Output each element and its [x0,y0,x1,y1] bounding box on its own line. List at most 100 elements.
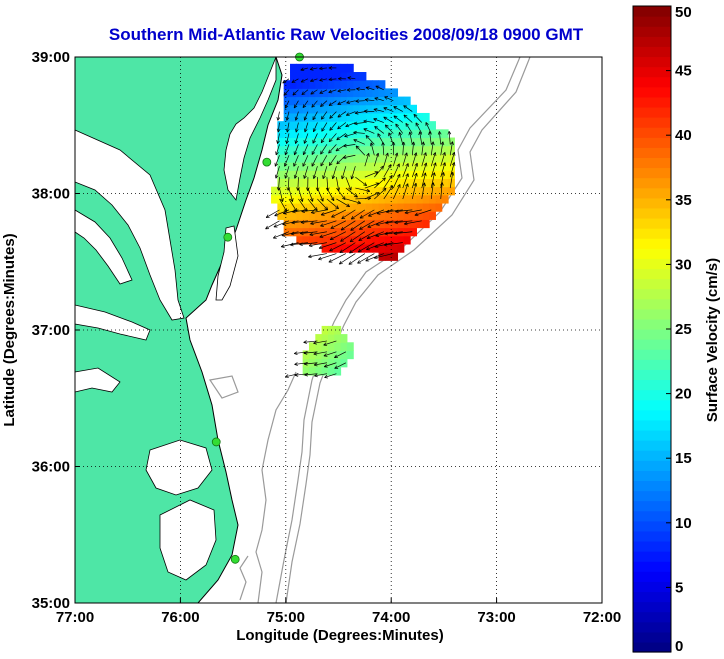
vector-arrowhead [382,177,386,182]
velocity-cell [346,72,354,81]
velocity-cell [378,153,386,163]
vector-arrowhead [437,131,442,135]
velocity-vector [332,166,337,179]
velocity-cell [321,235,329,245]
velocity-vector [346,100,356,104]
velocity-cell [334,153,342,163]
velocity-cell [346,104,354,114]
vector-arrowhead [284,104,289,109]
velocity-cell [403,186,411,196]
velocity-cell [283,112,291,122]
velocity-cell [277,178,285,188]
vector-arrowhead [323,364,328,368]
velocity-cell [353,72,361,81]
vector-arrowhead [328,102,333,107]
vector-arrowhead [366,188,371,193]
velocity-cell [416,162,424,171]
station-markers [211,52,304,564]
velocity-vector [349,242,366,254]
vector-arrowhead [342,155,347,160]
velocity-cell [340,104,348,114]
velocity-vector [364,99,375,102]
colorbar-tick-label: 0 [675,638,683,655]
velocity-vector [419,131,423,145]
velocity-vector [318,242,337,249]
velocity-cell [378,96,386,106]
vector-arrowhead [383,116,388,121]
velocity-cell [422,219,430,229]
velocity-cell [441,186,449,196]
velocity-cell [378,88,386,98]
velocity-vector [392,184,401,200]
velocity-cell [290,186,297,196]
velocity-vector [411,172,418,189]
vector-arrowhead [398,131,402,136]
velocity-cell [359,203,367,212]
velocity-vector [392,174,401,189]
velocity-cell [346,129,354,139]
velocity-cell [321,112,329,122]
velocity-cell [327,129,335,139]
vector-arrowhead [442,152,446,156]
vector-arrowhead [289,242,294,247]
velocity-cell [378,178,386,188]
vector-arrowhead [403,105,408,109]
velocity-vector [330,220,347,229]
vector-arrowhead [320,197,324,202]
vector-arrowhead [321,115,325,120]
vector-arrowhead [359,215,364,219]
vector-arrowhead [428,131,432,135]
vector-arrowhead [301,209,306,214]
velocity-cell [321,366,329,376]
velocity-cell [296,96,304,106]
vector-arrowhead [291,79,296,83]
velocity-cell [359,227,367,237]
vector-arrowhead [323,353,328,357]
vector-arrowhead [337,125,342,130]
velocity-vector [449,162,455,178]
velocity-cell [308,112,316,122]
colorbar-segment [633,288,671,300]
velocity-cell [384,186,392,196]
velocity-cell [315,334,323,343]
velocity-vector [440,182,443,199]
velocity-cell [410,104,417,114]
vector-arrowhead [370,142,374,147]
velocity-vector [313,362,327,366]
vector-arrowhead [384,96,389,100]
vector-arrowhead [286,187,291,191]
velocity-cell [365,153,373,163]
velocity-cell [391,244,399,253]
velocity-vector [411,183,417,200]
velocity-vector [355,187,370,192]
vector-arrowhead [408,131,413,136]
vector-arrowhead [274,212,279,217]
colorbar-segment [633,56,671,68]
velocity-vector [353,132,365,134]
velocity-vector [295,111,299,121]
vector-arrowhead [383,107,388,111]
vector-arrowhead [300,79,305,83]
velocity-cell [359,219,367,229]
velocity-cell [315,358,323,368]
velocity-cell [321,334,329,343]
velocity-vector [320,220,337,227]
velocity-vector [313,351,327,355]
vector-arrowhead [311,162,315,167]
vector-arrowhead [318,256,322,261]
velocity-vector [339,242,356,253]
colorbar-segment [633,409,671,421]
velocity-vector [277,122,280,133]
velocity-cell [448,178,455,188]
vector-arrowhead [296,187,300,191]
colorbar-segment [633,308,671,320]
velocity-cell [315,121,323,130]
vector-arrowhead [282,79,287,84]
vector-arrowhead [280,244,285,248]
velocity-cell [359,194,367,204]
vector-arrowhead [365,258,370,262]
vector-arrowhead [309,67,314,71]
x-axis-label: Longitude (Degrees:Minutes) [236,627,444,644]
velocity-vector [337,122,347,130]
velocity-cell [302,153,310,163]
